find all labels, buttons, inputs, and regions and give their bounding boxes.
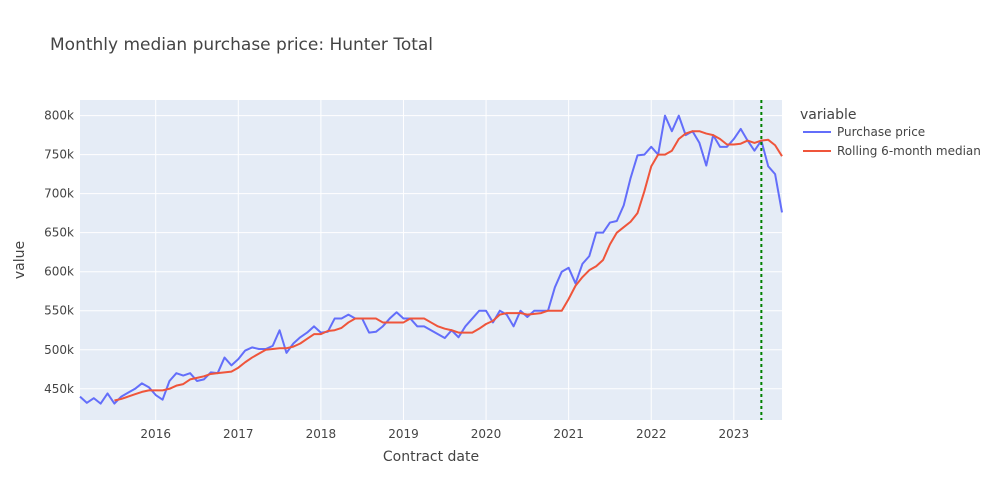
y-tick-label: 600k <box>44 265 74 279</box>
x-tick-label: 2021 <box>553 427 584 441</box>
series-layer <box>79 114 783 405</box>
chart-title: Monthly median purchase price: Hunter To… <box>50 35 433 55</box>
y-tick-label: 500k <box>44 343 74 357</box>
x-tick-label: 2023 <box>719 427 750 441</box>
legend-item-rolling-median[interactable]: Rolling 6-month median <box>803 144 981 158</box>
legend-label-rolling-median: Rolling 6-month median <box>837 144 981 158</box>
x-tick-label: 2019 <box>388 427 419 441</box>
y-axis-title: value <box>12 241 28 279</box>
legend-label-purchase-price: Purchase price <box>837 125 925 139</box>
x-tick-label: 2022 <box>636 427 667 441</box>
series-line-rolling-median <box>114 130 783 402</box>
x-axis-title: Contract date <box>383 449 479 465</box>
x-tick-label: 2016 <box>140 427 171 441</box>
legend[interactable]: variable Purchase price Rolling 6-month … <box>800 107 981 158</box>
x-tick-label: 2020 <box>471 427 502 441</box>
plot-background <box>80 100 782 420</box>
x-tick-label: 2017 <box>223 427 254 441</box>
legend-title: variable <box>800 107 856 123</box>
tick-labels: 450k 500k 550k 600k 650k 700k 750k 800k 2016 2017… <box>44 109 749 441</box>
y-tick-label: 750k <box>44 148 74 162</box>
x-tick-label: 2018 <box>306 427 337 441</box>
legend-item-purchase-price[interactable]: Purchase price <box>803 125 925 139</box>
y-tick-label: 550k <box>44 304 74 318</box>
gridlines <box>80 100 782 420</box>
y-tick-label: 700k <box>44 187 74 201</box>
y-tick-label: 800k <box>44 109 74 123</box>
y-tick-label: 650k <box>44 226 74 240</box>
series-line-purchase-price <box>79 114 783 405</box>
y-tick-label: 450k <box>44 382 74 396</box>
